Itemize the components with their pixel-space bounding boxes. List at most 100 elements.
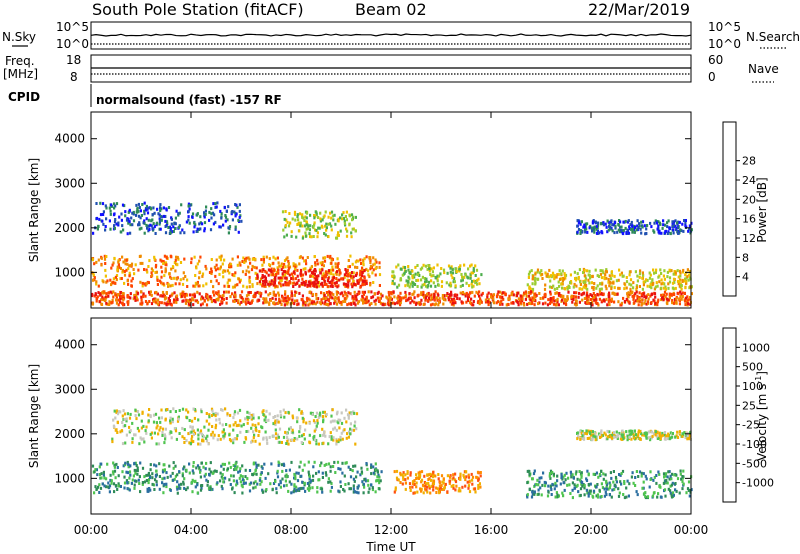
data-cell [155,469,158,473]
data-cell [325,413,328,416]
data-cell [107,294,110,298]
data-cell [656,284,659,288]
data-cell [332,276,335,280]
data-cell [533,469,536,473]
data-cell [415,485,418,489]
data-cell [259,472,262,476]
data-cell [245,430,248,433]
data-cell [628,435,631,439]
data-cell [257,434,260,437]
data-cell [241,260,244,263]
data-cell [235,483,238,487]
data-cell [291,430,294,434]
data-cell [621,274,624,278]
data-cell [307,224,310,228]
data-cell [623,282,626,286]
data-cell [634,484,637,487]
data-cell [464,294,467,298]
data-cell [103,484,106,488]
data-cell [193,294,196,298]
data-cell [641,220,645,224]
data-cell [144,300,148,303]
data-cell [132,219,136,223]
data-cell [635,470,638,473]
data-cell [105,255,108,258]
data-cell [685,279,688,283]
data-cell [560,475,563,479]
data-cell [267,273,270,277]
data-cell [636,279,639,283]
data-cell [264,269,267,273]
data-cell [239,430,242,434]
data-cell [614,475,618,479]
data-cell [540,493,543,497]
data-cell [656,495,659,499]
data-cell [649,429,652,433]
data-cell [464,484,467,488]
data-cell [185,488,188,492]
data-cell [113,469,117,473]
data-cell [593,230,596,234]
data-cell [584,431,587,435]
data-cell [323,293,326,297]
data-cell [314,261,317,265]
data-cell [343,297,346,301]
data-cell [329,284,332,288]
data-cell [304,301,307,304]
data-cell [281,477,284,481]
data-cell [658,231,661,235]
data-cell [354,260,357,264]
data-cell [339,438,342,442]
data-cell [174,474,177,478]
data-cell [605,270,608,274]
data-cell [105,301,108,305]
data-cell [427,478,430,481]
data-cell [111,470,115,474]
data-cell [147,473,150,477]
data-cell [234,214,237,218]
data-cell [651,434,654,438]
data-cell [564,287,567,291]
data-cell [324,471,327,475]
data-cell [154,271,157,274]
data-cell [352,271,355,275]
data-cell [198,259,201,263]
data-cell [452,473,455,477]
data-cell [261,274,264,277]
data-cell [411,274,414,278]
data-cell [280,268,283,272]
data-cell [322,264,325,268]
data-cell [143,231,146,235]
data-cell [450,273,453,277]
data-cell [375,479,378,483]
data-cell [496,292,499,296]
data-cell [248,489,252,493]
data-cell [669,489,672,493]
data-cell [337,296,340,300]
data-cell [627,231,631,235]
data-cell [531,477,534,481]
data-cell [671,481,674,485]
data-cell [176,298,179,302]
data-cell [342,488,345,491]
data-cell [673,270,676,273]
data-cell [117,263,120,267]
data-cell [311,486,314,490]
data-cell [578,478,582,482]
data-cell [279,264,283,268]
data-cell [492,297,495,301]
data-cell [657,220,660,224]
data-cell [613,286,616,290]
data-cell [450,297,453,301]
data-cell [603,431,606,435]
data-cell [286,439,289,443]
data-cell [200,295,203,299]
data-cell [352,464,355,468]
data-cell [667,298,670,302]
data-cell [221,294,224,298]
data-cell [372,256,375,260]
data-cell [233,412,236,416]
data-cell [231,257,234,261]
data-cell [329,254,332,258]
data-cell [674,228,677,232]
